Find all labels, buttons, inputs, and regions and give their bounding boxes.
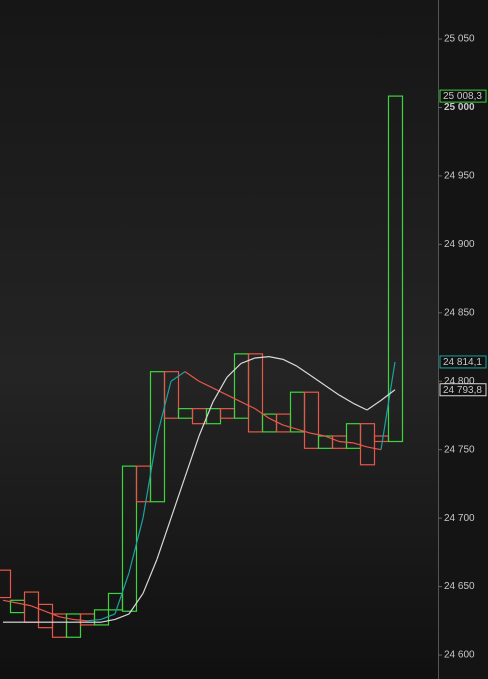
candle-body bbox=[163, 371, 180, 419]
moving-average-segment bbox=[352, 442, 368, 448]
moving-average-segment bbox=[268, 356, 284, 360]
moving-average-segment bbox=[212, 387, 228, 396]
candle-body bbox=[93, 609, 110, 626]
candle-body bbox=[149, 371, 166, 503]
moving-average-segment bbox=[226, 394, 242, 403]
candle-body bbox=[65, 613, 82, 638]
candle-body bbox=[359, 423, 376, 466]
y-tick-label: 25 050 bbox=[444, 34, 475, 45]
moving-average-segment bbox=[72, 618, 88, 622]
moving-average-segment bbox=[128, 517, 144, 574]
moving-average-segment bbox=[114, 613, 130, 621]
moving-average-segment bbox=[352, 402, 368, 411]
moving-average-segment bbox=[212, 376, 228, 403]
plot-background bbox=[0, 0, 438, 679]
moving-average-segment bbox=[282, 424, 298, 430]
moving-average-segment bbox=[16, 602, 32, 607]
moving-average-segment bbox=[142, 558, 158, 594]
price-label-box bbox=[439, 383, 487, 397]
moving-average-segment bbox=[240, 357, 256, 365]
moving-average-segment bbox=[296, 365, 312, 377]
moving-average-segment bbox=[184, 435, 200, 478]
moving-average-segment bbox=[58, 616, 74, 621]
moving-average-segment bbox=[100, 613, 116, 621]
y-tick-label: 25 000 bbox=[444, 102, 475, 113]
moving-average-segment bbox=[254, 356, 270, 359]
moving-average-segment bbox=[324, 435, 340, 443]
price-label: 24 793,8 bbox=[443, 385, 482, 396]
y-tick-label: 24 700 bbox=[444, 513, 475, 524]
moving-average-segment bbox=[366, 399, 382, 411]
moving-average-segment bbox=[324, 384, 340, 396]
moving-average-segment bbox=[226, 363, 242, 378]
y-tick-label: 24 900 bbox=[444, 239, 475, 250]
moving-average-segment bbox=[380, 361, 396, 450]
moving-average-segment bbox=[198, 380, 214, 389]
y-tick-label: 24 600 bbox=[444, 650, 475, 661]
price-label-box bbox=[439, 89, 487, 103]
moving-average-segment bbox=[100, 618, 116, 623]
moving-average-segment bbox=[184, 371, 200, 382]
moving-average-segment bbox=[254, 408, 270, 419]
moving-average-segment bbox=[128, 593, 144, 615]
y-tick-label: 24 950 bbox=[444, 171, 475, 182]
axis-background bbox=[438, 0, 488, 679]
moving-average-segment bbox=[86, 618, 102, 622]
y-tick-label: 24 850 bbox=[444, 307, 475, 318]
moving-average-segment bbox=[310, 375, 326, 386]
moving-average-segment bbox=[156, 381, 172, 437]
moving-average-segment bbox=[2, 599, 18, 604]
moving-average-segment bbox=[268, 417, 284, 426]
moving-average-segment bbox=[44, 610, 60, 618]
price-label: 24 814,1 bbox=[443, 357, 482, 368]
moving-average-segment bbox=[170, 476, 186, 519]
moving-average-segment bbox=[142, 435, 158, 519]
candle-body bbox=[303, 391, 320, 449]
moving-average-segment bbox=[156, 517, 172, 560]
moving-average-segment bbox=[366, 446, 382, 451]
y-tick-label: 24 750 bbox=[444, 444, 475, 455]
price-label: 25 008,3 bbox=[443, 91, 482, 102]
moving-average-segment bbox=[30, 605, 46, 612]
moving-average-segment bbox=[338, 394, 354, 404]
moving-average-segment bbox=[310, 432, 326, 437]
moving-average-segment bbox=[380, 389, 396, 401]
price-label-box bbox=[439, 355, 487, 369]
y-tick-label: 24 650 bbox=[444, 581, 475, 592]
y-tick-label: 24 800 bbox=[444, 376, 475, 387]
moving-average-segment bbox=[296, 428, 312, 434]
candle-body bbox=[121, 465, 138, 612]
moving-average-segment bbox=[240, 401, 256, 410]
moving-average-segment bbox=[198, 401, 214, 437]
moving-average-segment bbox=[282, 358, 298, 367]
moving-average-segment bbox=[114, 572, 130, 615]
candle-body bbox=[247, 353, 264, 433]
moving-average-segment bbox=[170, 371, 186, 382]
candle-body bbox=[387, 95, 404, 443]
moving-average-segment bbox=[338, 440, 354, 444]
candle-body bbox=[0, 569, 12, 599]
